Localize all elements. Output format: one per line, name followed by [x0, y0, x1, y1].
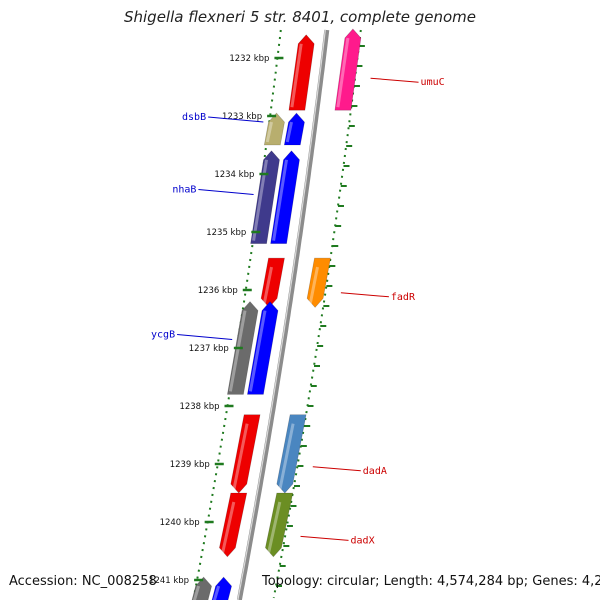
- gene-label-nhaB: nhaB: [172, 185, 196, 196]
- gene-label-dsbB: dsbB: [182, 112, 206, 123]
- gene-label-leader: [340, 292, 389, 298]
- kbp-tick-label: 1239 kbp: [170, 460, 210, 470]
- genome-summary-text: Topology: circular; Length: 4,574,284 bp…: [262, 574, 600, 589]
- gene-label-leader: [208, 116, 264, 123]
- gene-feature-shine: [212, 585, 221, 600]
- gene-feature-dadA: [276, 414, 307, 494]
- kbp-tick-label: 1241 kbp: [149, 576, 189, 586]
- gene-label-umuC: umuC: [421, 77, 445, 88]
- gene-feature-shine: [285, 121, 293, 143]
- kbp-tick-label: 1233 kbp: [222, 112, 262, 122]
- gene-feature-shine: [262, 266, 273, 305]
- gene-label-leader: [300, 535, 349, 541]
- gene-feature-dadX-a: [219, 492, 248, 558]
- kbp-tick-label: 1234 kbp: [214, 170, 254, 180]
- kbp-tick-label: 1235 kbp: [206, 228, 246, 238]
- genome-backbone-highlight: [237, 29, 326, 600]
- gene-feature-umuC: [334, 28, 362, 111]
- map-title: Shigella flexneri 5 str. 8401, complete …: [123, 8, 477, 26]
- accession-text: Accession: NC_008258: [9, 574, 157, 589]
- gene-feature-next-b: [211, 576, 232, 600]
- gene-feature-umuC-a: [288, 34, 315, 111]
- genome-backbone: [236, 29, 330, 600]
- gene-label-dadX: dadX: [351, 535, 375, 546]
- gene-feature-dsbB-a: [263, 112, 285, 146]
- kbp-tick-label: 1232 kbp: [229, 54, 269, 64]
- gene-feature-shine: [265, 121, 273, 143]
- gene-feature-next-a: [191, 576, 212, 600]
- gene-label-leader: [198, 189, 254, 195]
- gene-feature-shine: [290, 43, 303, 108]
- kbp-tick-label: 1238 kbp: [179, 402, 219, 412]
- gene-feature-shine: [278, 423, 295, 491]
- kbp-tick-label: 1240 kbp: [160, 518, 200, 528]
- gene-feature-shine: [248, 310, 267, 392]
- gene-feature-fadR-a: [260, 257, 285, 308]
- gene-feature-dsbB: [283, 112, 305, 146]
- gene-feature-shine: [308, 266, 319, 305]
- kbp-tick-label: 1237 kbp: [189, 344, 229, 354]
- gene-label-leader: [370, 77, 419, 83]
- gene-feature-dadA-a: [230, 414, 261, 494]
- gene-label-leader: [312, 466, 361, 472]
- gene-label-leader: [177, 334, 233, 340]
- gene-label-fadR: fadR: [391, 292, 416, 303]
- kbp-tick-label: 1236 kbp: [198, 286, 238, 296]
- gene-feature-shine: [228, 310, 247, 392]
- gene-feature-dadX: [265, 492, 294, 558]
- gene-label-ycgB: ycgB: [151, 330, 175, 341]
- gene-feature-shine: [220, 501, 236, 555]
- gene-feature-ycgB: [247, 301, 279, 395]
- gene-feature-shine: [266, 501, 282, 555]
- gene-feature-nhaB-a: [250, 150, 280, 244]
- gene-feature-nhaB: [270, 150, 300, 244]
- gene-feature-shine: [336, 37, 350, 108]
- gene-label-dadA: dadA: [363, 466, 387, 477]
- gene-feature-shine: [192, 585, 201, 600]
- gene-feature-fadR: [306, 257, 331, 308]
- gene-feature-shine: [232, 423, 249, 491]
- gene-feature-shine: [272, 159, 288, 241]
